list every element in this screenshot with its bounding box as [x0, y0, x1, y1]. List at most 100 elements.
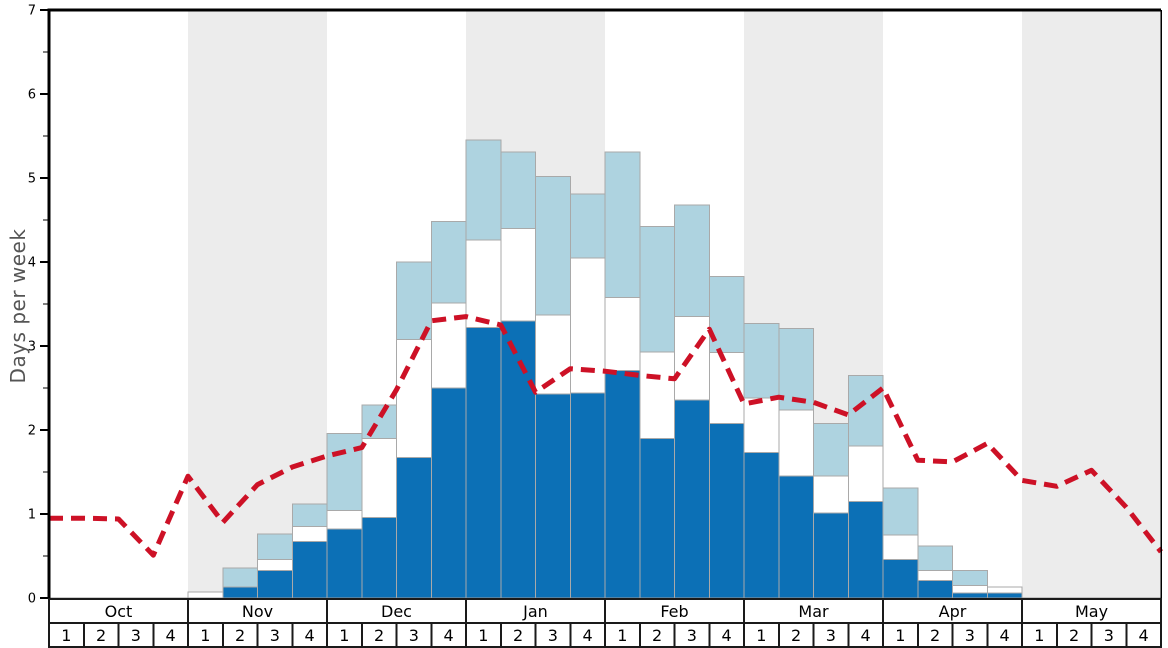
y-axis-title: Days per week — [6, 228, 30, 384]
week-label-Jan-1: 1 — [478, 626, 488, 645]
week-cell-Nov-4 — [291, 622, 328, 648]
week-cell-Dec-1 — [326, 622, 363, 648]
week-cell-Mar-2 — [777, 622, 815, 648]
week-cell-May-2 — [1055, 622, 1093, 648]
week-cell-Jan-1 — [465, 622, 502, 648]
week-label-Apr-1: 1 — [895, 626, 905, 645]
bar-segment-dark-blue-days-Jan-4 — [569, 392, 606, 599]
bar-segment-dark-blue-days-Jan-3 — [535, 393, 571, 599]
month-label-Apr: Apr — [939, 602, 967, 621]
week-cell-Apr-3 — [951, 622, 989, 648]
y-tick-label: 2 — [28, 424, 36, 439]
week-label-Nov-4: 4 — [305, 626, 315, 645]
week-label-Jan-2: 2 — [513, 626, 523, 645]
week-label-May-2: 2 — [1069, 626, 1079, 645]
week-cell-Dec-4 — [430, 622, 467, 648]
y-tick-label: 7 — [28, 4, 36, 19]
week-label-Jan-3: 3 — [548, 626, 558, 645]
bar-segment-dark-blue-days-Apr-2 — [917, 579, 953, 599]
week-label-Mar-1: 1 — [756, 626, 766, 645]
week-label-Oct-4: 4 — [166, 626, 176, 645]
week-label-Oct-3: 3 — [131, 626, 141, 645]
month-label-Dec: Dec — [381, 602, 412, 621]
week-label-Dec-1: 1 — [339, 626, 349, 645]
month-label-Oct: Oct — [105, 602, 133, 621]
month-row: Oct Nov Dec Jan Feb Mar Apr May — [48, 598, 1162, 624]
bar-segment-dark-blue-days-Nov-4 — [291, 541, 328, 599]
week-label-Feb-3: 3 — [687, 626, 697, 645]
bar-segment-dark-blue-days-Feb-3 — [674, 399, 710, 599]
week-cell-Mar-1 — [743, 622, 780, 648]
y-tick-label: 6 — [28, 88, 36, 103]
week-label-Oct-2: 2 — [96, 626, 106, 645]
month-label-May: May — [1075, 602, 1108, 621]
bar-segment-dark-blue-days-Nov-3 — [257, 569, 293, 599]
month-cell-Dec — [326, 598, 467, 624]
week-cell-Nov-3 — [256, 622, 294, 648]
y-tick-label: 5 — [28, 172, 36, 187]
month-cell-Nov — [187, 598, 328, 624]
bar-segment-dark-blue-days-Mar-3 — [813, 512, 849, 599]
week-label-Nov-3: 3 — [270, 626, 280, 645]
month-band-May — [1022, 10, 1161, 598]
bar-segment-dark-blue-days-Mar-4 — [847, 500, 884, 599]
bar-segment-dark-blue-days-Mar-1 — [743, 452, 780, 599]
week-label-Mar-4: 4 — [861, 626, 871, 645]
week-label-Apr-4: 4 — [1000, 626, 1010, 645]
week-label-May-3: 3 — [1104, 626, 1114, 645]
week-cell-Apr-1 — [882, 622, 919, 648]
stacked-bars — [187, 139, 1023, 599]
bar-segment-dark-blue-days-Feb-1 — [604, 369, 641, 599]
week-label-Feb-4: 4 — [722, 626, 732, 645]
bar-segment-dark-blue-days-Dec-3 — [396, 457, 432, 599]
bar-segment-dark-blue-days-Apr-3 — [952, 592, 988, 599]
bar-segment-dark-blue-days-Dec-4 — [430, 387, 467, 599]
y-tick-label: 4 — [28, 256, 36, 271]
week-label-Jan-4: 4 — [583, 626, 593, 645]
week-label-Nov-2: 2 — [235, 626, 245, 645]
y-tick-label: 1 — [28, 508, 36, 523]
week-label-Dec-2: 2 — [374, 626, 384, 645]
bar-segment-dark-blue-days-Jan-2 — [500, 320, 536, 599]
bar-segment-dark-blue-days-Apr-1 — [882, 558, 919, 599]
week-cell-Nov-1 — [187, 622, 224, 648]
bar-segment-dark-blue-days-Nov-2 — [222, 586, 258, 599]
week-cell-May-3 — [1090, 622, 1128, 648]
bar-segment-dark-blue-days-Apr-4 — [986, 592, 1023, 599]
bar-segment-dark-blue-days-Dec-1 — [326, 528, 363, 599]
bar-segment-dark-blue-days-Mar-2 — [778, 475, 814, 599]
week-cell-Mar-4 — [847, 622, 884, 648]
month-band-Nov — [188, 10, 327, 598]
week-label-Mar-3: 3 — [826, 626, 836, 645]
y-tick-label: 3 — [28, 340, 36, 355]
bar-segment-dark-blue-days-Feb-4 — [708, 422, 745, 599]
month-cell-May — [1021, 598, 1162, 624]
bar-segment-dark-blue-days-Feb-2 — [639, 437, 675, 599]
week-cell-Feb-4 — [708, 622, 745, 648]
week-cell-Jan-3 — [534, 622, 572, 648]
y-axis-ticks: 0 1 2 3 4 5 6 7 — [28, 4, 49, 607]
bar-segment-dark-blue-days-Jan-1 — [465, 327, 502, 599]
bar-segment-white-days-Nov-1 — [187, 591, 224, 599]
month-label-Nov: Nov — [242, 602, 273, 621]
week-row: 1 2 3 4 1 2 3 4 1 2 3 4 1 2 3 4 1 2 3 4 1 2 3 4 1 2 3 4 1 2 3 4 — [48, 622, 1162, 648]
week-label-Apr-2: 2 — [930, 626, 940, 645]
week-label-Mar-2: 2 — [791, 626, 801, 645]
bar-segment-dark-blue-days-Dec-2 — [361, 516, 397, 599]
month-label-Jan: Jan — [522, 602, 548, 621]
week-label-Feb-2: 2 — [652, 626, 662, 645]
week-label-May-4: 4 — [1139, 626, 1149, 645]
week-label-Dec-4: 4 — [444, 626, 454, 645]
month-label-Mar: Mar — [798, 602, 829, 621]
week-label-Dec-3: 3 — [409, 626, 419, 645]
week-cell-Dec-3 — [395, 622, 433, 648]
week-cell-May-1 — [1021, 622, 1058, 648]
week-cell-Feb-2 — [638, 622, 676, 648]
month-label-Feb: Feb — [660, 602, 688, 621]
week-label-Feb-1: 1 — [617, 626, 627, 645]
week-label-May-1: 1 — [1034, 626, 1044, 645]
week-label-Nov-1: 1 — [200, 626, 210, 645]
week-label-Oct-1: 1 — [61, 626, 71, 645]
